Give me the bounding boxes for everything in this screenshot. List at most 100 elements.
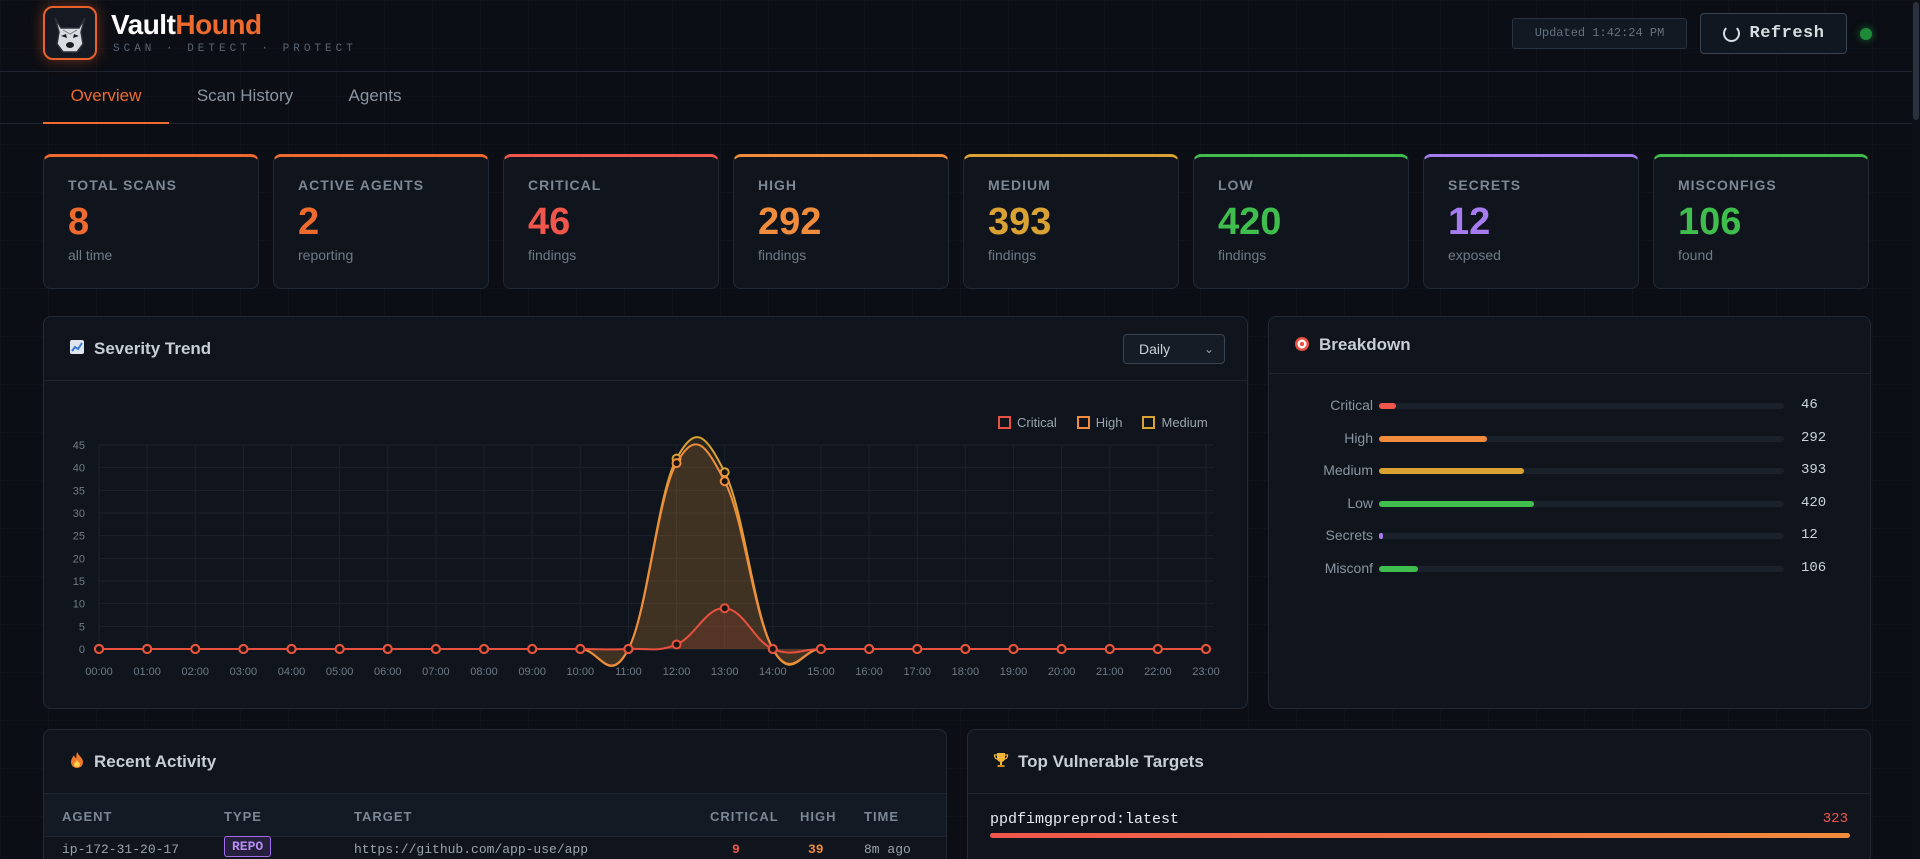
stat-value: 2 [298,201,320,243]
breakdown-label: Medium [1323,462,1373,478]
stat-card-critical: CRITICAL 46 findings [503,154,719,289]
target-icon [1293,336,1311,355]
legend-item-critical[interactable]: Critical [998,415,1057,430]
breakdown-row-misconf: Misconf 106 [1269,560,1869,580]
data-point-critical [671,639,682,650]
x-tick-label: 00:00 [85,666,113,678]
period-select[interactable]: Daily ⌄ [1123,334,1225,364]
stat-sub: exposed [1448,247,1501,263]
col-high[interactable]: HIGH [800,809,837,824]
legend-swatch [1142,416,1156,429]
stat-label: MEDIUM [988,177,1051,193]
target-name: ppdfimgpreprod:latest [990,811,1180,828]
col-type[interactable]: TYPE [224,809,262,824]
y-tick-label: 25 [73,531,85,543]
y-tick-label: 0 [79,644,85,656]
tab-agents[interactable]: Agents [348,86,402,105]
stat-label: CRITICAL [528,177,602,193]
x-tick-label: 22:00 [1144,666,1172,678]
stat-label: MISCONFIGS [1678,177,1777,193]
data-point-critical [479,644,490,654]
data-point-critical [1056,644,1067,654]
scrollbar-thumb[interactable] [1913,2,1919,120]
stat-sub: findings [758,247,807,263]
x-tick-label: 02:00 [181,666,209,678]
refresh-button[interactable]: Refresh [1700,13,1847,54]
stat-value: 106 [1678,201,1742,243]
x-tick-label: 16:00 [855,666,883,678]
col-agent[interactable]: AGENT [62,809,113,824]
stat-value: 12 [1448,201,1491,243]
breakdown-bar-track [1379,533,1784,539]
breakdown-header: Breakdown [1269,317,1870,374]
brand-word-hound: Hound [175,9,262,40]
breakdown-bar-fill [1379,500,1534,507]
chevron-down-icon: ⌄ [1203,342,1214,356]
updated-timestamp: Updated 1:42:24 PM [1512,18,1687,49]
series-area-medium [99,437,1206,666]
app-header: VaultHound SCAN · DETECT · PROTECT Updat… [0,0,1920,72]
brand-tagline: SCAN · DETECT · PROTECT [113,43,357,55]
x-tick-label: 05:00 [326,666,354,678]
breakdown-bar-fill [1379,565,1419,572]
stat-card-secrets: SECRETS 12 exposed [1423,154,1639,289]
data-point-critical [94,644,104,654]
row-target[interactable]: https://github.com/app-use/app [354,842,589,857]
breakdown-label: Critical [1330,397,1373,413]
legend-swatch [1076,416,1090,429]
row-type-badge: REPO [224,836,272,857]
breakdown-row-high: High 292 [1269,430,1869,450]
data-point-critical [864,644,875,654]
col-time[interactable]: TIME [864,809,900,824]
breakdown-value: 12 [1801,527,1818,543]
stat-card-misconfigs: MISCONFIGS 106 found [1653,154,1869,289]
stat-value: 393 [988,201,1052,243]
stat-label: LOW [1218,177,1254,193]
y-tick-label: 40 [73,463,85,475]
stat-label: SECRETS [1448,177,1522,193]
chart-icon [68,339,86,358]
col-critical[interactable]: CRITICAL [710,809,779,824]
data-point-critical [912,644,923,654]
breakdown-bar-track [1379,435,1784,442]
x-tick-label: 03:00 [230,666,258,678]
data-point-critical [286,644,297,654]
breakdown-bar-track [1379,565,1784,572]
hound-logo-icon [43,6,97,60]
data-point-critical [382,644,393,654]
data-point-critical [815,644,826,654]
breakdown-label: Low [1347,494,1373,511]
stat-sub: found [1678,247,1714,263]
legend-item-high[interactable]: High [1076,415,1122,430]
breakdown-bar-track [1379,500,1784,507]
stat-card-low: LOW 420 findings [1193,154,1409,289]
x-tick-label: 15:00 [807,666,835,678]
breakdown-value: 420 [1801,494,1827,511]
y-tick-label: 10 [73,599,85,611]
data-point-critical [190,644,201,654]
recent-activity-panel: Recent Activity AGENT TYPE TARGET CRITIC… [43,729,947,859]
stat-sub: reporting [298,247,354,263]
tab-scan-history[interactable]: Scan History [196,86,294,105]
x-tick-label: 23:00 [1192,666,1220,678]
x-tick-label: 07:00 [422,666,450,678]
top-targets-panel: Top Vulnerable Targets ppdfimgpreprod:la… [967,729,1871,859]
page-scrollbar[interactable] [1912,0,1920,859]
legend-item-medium[interactable]: Medium [1142,415,1208,430]
col-target[interactable]: TARGET [354,809,413,824]
tab-overview[interactable]: Overview [43,73,169,124]
target-count: 323 [1822,811,1848,827]
x-tick-label: 11:00 [615,666,642,678]
stat-card-active-agents: ACTIVE AGENTS 2 reporting [273,154,489,289]
stat-label: HIGH [758,177,797,193]
stat-sub: all time [68,247,113,263]
x-tick-label: 04:00 [278,666,306,678]
severity-trend-chart: 0 5 10 15 20 25 30 35 40 45 00:00 01:00 02:00 03:00 04… [73,436,1220,678]
row-time: 8m ago [864,842,911,857]
stat-card-total-scans: TOTAL SCANS 8 all time [43,154,259,289]
x-tick-label: 13:00 [711,666,739,678]
breakdown-label: Secrets [1325,527,1373,543]
breakdown-value: 292 [1801,429,1827,446]
brand-word-vault: Vault [111,9,176,40]
data-point-high [719,476,730,487]
